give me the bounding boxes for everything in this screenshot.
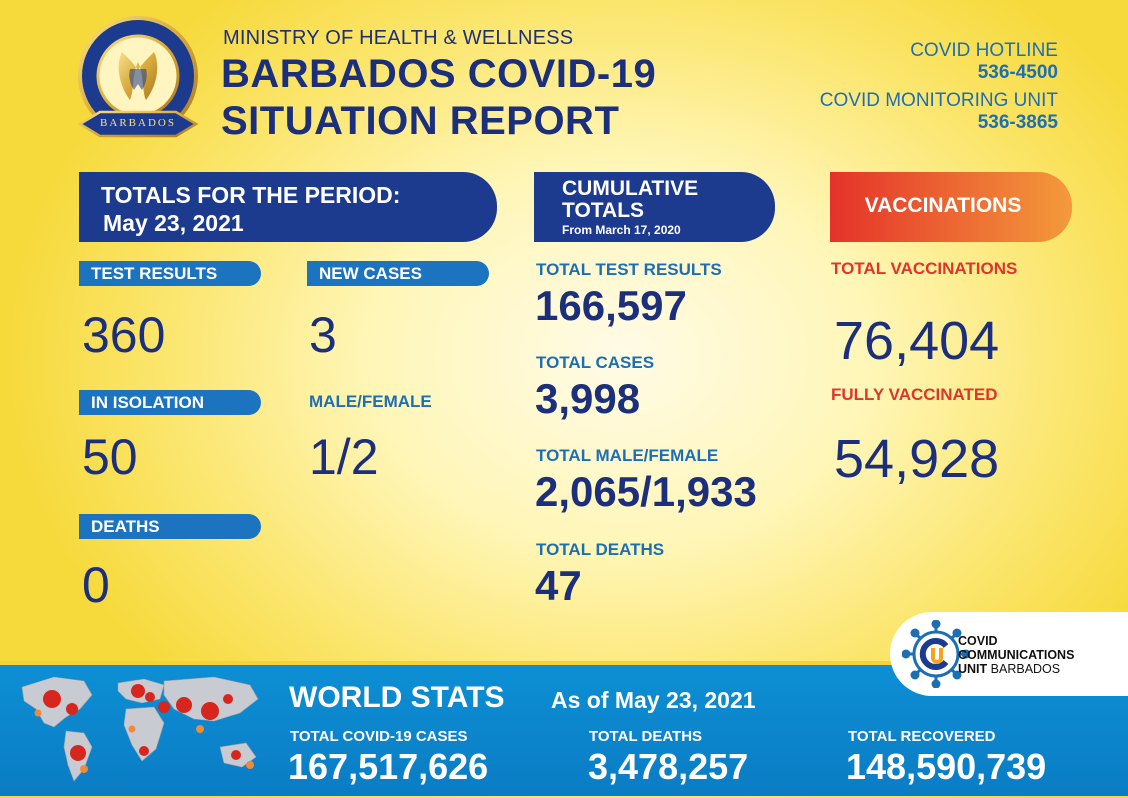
total-male-female-label: TOTAL MALE/FEMALE <box>536 446 719 465</box>
total-cases-label: TOTAL CASES <box>536 353 655 372</box>
total-cases-value: 3,998 <box>535 375 641 422</box>
ministry-seal: BARBADOS <box>70 14 206 150</box>
ccu-line2: COMMUNICATIONS <box>958 648 1075 662</box>
vaccinations-banner: VACCINATIONS <box>830 172 1072 242</box>
ccu-virus-icon <box>901 619 971 689</box>
world-deaths-label: TOTAL DEATHS <box>589 728 703 745</box>
male-female-value: 1/2 <box>309 429 379 485</box>
deaths-label: DEATHS <box>79 514 261 539</box>
total-deaths-value: 47 <box>535 562 582 609</box>
fully-vaccinated-value: 54,928 <box>834 429 1000 489</box>
vaccinations-heading: VACCINATIONS <box>864 194 1022 217</box>
cumulative-since: From March 17, 2020 <box>562 223 681 237</box>
page-title-line1: BARBADOS COVID-19 <box>221 52 657 96</box>
world-deaths-value: 3,478,257 <box>588 746 749 787</box>
new-cases-label: NEW CASES <box>307 261 489 286</box>
world-cases-value: 167,517,626 <box>288 746 489 787</box>
ministry-name: MINISTRY OF HEALTH & WELLNESS <box>223 27 574 49</box>
ccu-logo-badge: COVID COMMUNICATIONS UNIT BARBADOS <box>890 612 1128 696</box>
ccu-line3: UNIT BARBADOS <box>958 662 1060 676</box>
total-test-results-label: TOTAL TEST RESULTS <box>536 260 722 279</box>
deaths-value: 0 <box>82 557 110 613</box>
period-banner: TOTALS FOR THE PERIOD: May 23, 2021 <box>79 172 497 242</box>
seal-country: BARBADOS <box>100 117 176 129</box>
male-female-label: MALE/FEMALE <box>309 392 432 411</box>
fully-vaccinated-label: FULLY VACCINATED <box>831 385 998 404</box>
in-isolation-label: IN ISOLATION <box>79 390 261 415</box>
test-results-label: TEST RESULTS <box>79 261 261 286</box>
world-as-of: As of May 23, 2021 <box>551 687 756 713</box>
total-vaccinations-value: 76,404 <box>834 311 1000 371</box>
test-results-value: 360 <box>82 307 166 363</box>
in-isolation-value: 50 <box>82 429 138 485</box>
period-date: May 23, 2021 <box>103 210 244 236</box>
world-recovered-label: TOTAL RECOVERED <box>848 728 996 745</box>
cumulative-heading-line2: TOTALS <box>562 199 645 222</box>
hotline-label: COVID HOTLINE <box>910 40 1058 61</box>
total-vaccinations-label: TOTAL VACCINATIONS <box>831 259 1018 278</box>
hotline-number: 536-4500 <box>977 62 1058 83</box>
cumulative-heading-line1: CUMULATIVE <box>562 177 699 200</box>
period-heading: TOTALS FOR THE PERIOD: <box>101 182 401 208</box>
total-male-female-value: 2,065/1,933 <box>535 468 757 515</box>
monitoring-label: COVID MONITORING UNIT <box>819 90 1058 111</box>
world-recovered-value: 148,590,739 <box>846 746 1047 787</box>
total-test-results-value: 166,597 <box>535 282 687 329</box>
new-cases-value: 3 <box>309 307 337 363</box>
page-title-line2: SITUATION REPORT <box>221 99 620 143</box>
world-cases-label: TOTAL COVID-19 CASES <box>290 728 468 745</box>
world-stats-heading: WORLD STATS <box>289 681 505 714</box>
cumulative-banner: CUMULATIVE TOTALS From March 17, 2020 <box>534 172 775 242</box>
total-deaths-label: TOTAL DEATHS <box>536 540 665 559</box>
ccu-line3-rest: BARBADOS <box>990 662 1061 676</box>
monitoring-number: 536-3865 <box>977 112 1058 133</box>
world-stats-strip: WORLD STATS As of May 23, 2021 TOTAL COV… <box>0 661 1128 796</box>
world-map-graphic <box>14 669 274 793</box>
ccu-line1: COVID <box>958 634 998 648</box>
ccu-line3-bold: UNIT <box>958 662 988 676</box>
